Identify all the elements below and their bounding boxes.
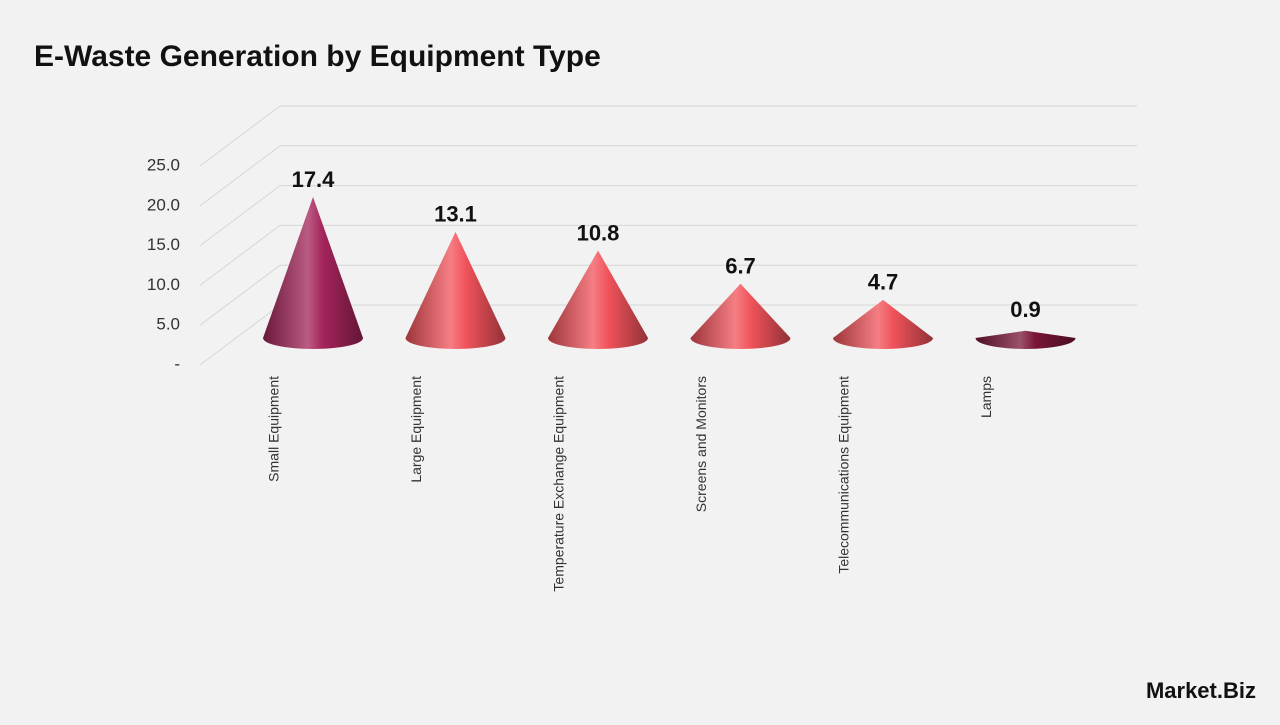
grid-line (199, 304, 281, 366)
cone (690, 283, 791, 349)
value-label: 17.4 (292, 167, 336, 192)
value-label: 13.1 (434, 202, 477, 227)
x-tick-label: Lamps (978, 376, 994, 418)
x-tick-label: Screens and Monitors (693, 376, 709, 512)
watermark: Market.Biz (1146, 678, 1256, 703)
x-tick-label: Telecommunications Equipment (836, 376, 852, 574)
value-label: 10.8 (577, 220, 620, 245)
cone (975, 330, 1076, 349)
grid-line (199, 264, 281, 326)
value-label: 6.7 (725, 254, 756, 279)
cone (405, 231, 506, 349)
y-tick-label: 25.0 (147, 155, 180, 174)
x-tick-label: Large Equipment (408, 376, 424, 483)
y-tick-label: 5.0 (156, 315, 180, 334)
cone (263, 197, 363, 349)
grid-line (199, 145, 281, 207)
grid-line (199, 105, 281, 167)
y-tick-label: 20.0 (147, 195, 180, 214)
y-tick-label: - (174, 354, 180, 373)
y-tick-label: 15.0 (147, 235, 180, 254)
grid-line (199, 185, 281, 247)
x-tick-label: Small Equipment (266, 376, 282, 482)
chart-title: E-Waste Generation by Equipment Type (34, 40, 601, 73)
cone (548, 250, 648, 349)
cone (833, 299, 933, 349)
x-tick-label: Temperature Exchange Equipment (551, 376, 567, 592)
value-label: 0.9 (1010, 297, 1041, 322)
y-tick-label: 10.0 (147, 275, 180, 294)
grid-line (199, 224, 281, 286)
value-label: 4.7 (868, 270, 899, 295)
